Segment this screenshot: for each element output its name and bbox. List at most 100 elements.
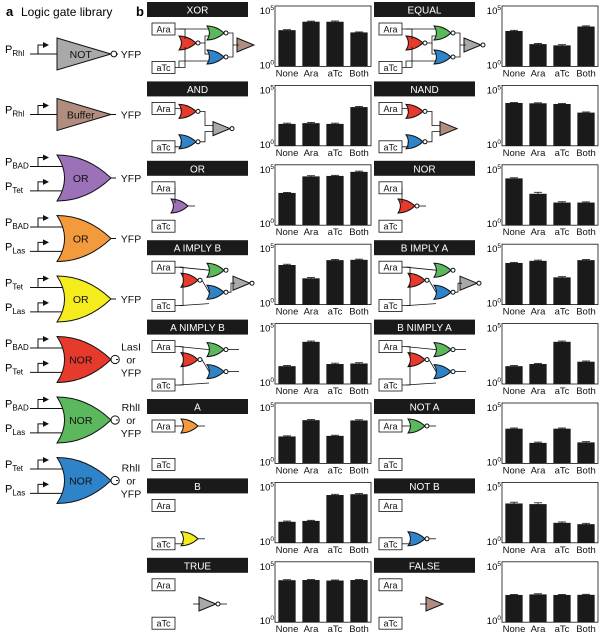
bar-none (278, 123, 296, 146)
circuit-gate-red-body (397, 198, 416, 214)
panel-title: NOT A (410, 403, 440, 414)
y-tick-bottom-exponent: 0 (497, 615, 501, 622)
y-tick-top-base: 10 (260, 482, 271, 493)
bar-none (505, 594, 523, 623)
promoter-label: PBAD (5, 217, 29, 231)
circuit-gate-output-body (232, 275, 252, 291)
y-tick-top-base: 10 (487, 165, 498, 176)
library-gate-shape-body (56, 97, 113, 132)
input-label-atc: aTc (156, 381, 171, 391)
bar-ara (529, 193, 547, 226)
x-tick-both: Both (349, 465, 369, 476)
circuit-wire (200, 35, 209, 44)
y-tick-top-exponent: 5 (270, 402, 274, 409)
circuit-wire (427, 131, 442, 143)
circuit-gate-red-bubble (424, 357, 430, 363)
input-label-ara: Ara (156, 183, 170, 193)
bar-ara (529, 442, 547, 464)
bar-none (278, 521, 296, 543)
promoter-arrow (37, 336, 49, 348)
circuit-gate-blue-body (206, 49, 225, 65)
library-gate-shape-body (56, 214, 112, 263)
x-tick-atc: aTc (328, 148, 343, 159)
circuit-gate-green-bubble (450, 267, 456, 273)
panel-title: AND (187, 85, 208, 96)
circuit-gate-gray-body (198, 596, 218, 612)
panel-a-title: Logic gate library (21, 5, 112, 19)
x-tick-none: None (276, 545, 299, 556)
input-label-ara: Ara (383, 422, 397, 432)
circuit-gate-green-body (433, 25, 452, 41)
y-tick-top: 105 (260, 402, 275, 414)
y-tick-top-exponent: 5 (497, 561, 501, 568)
y-tick-bottom-exponent: 0 (497, 456, 501, 463)
circuit-gate-blue (433, 284, 456, 300)
circuit-gate-output-bubble (480, 42, 486, 48)
circuit-gate-red-bubble (424, 277, 430, 283)
circuit-wire (455, 45, 461, 58)
bar-both (350, 494, 368, 543)
promoter-label: PLas (5, 241, 25, 255)
circuit-gate-blue-body (206, 364, 225, 380)
circuit-wire (178, 266, 210, 271)
y-tick-top: 105 (487, 323, 502, 335)
circuit-gate-output-body (459, 275, 479, 291)
input-label-atc: aTc (156, 222, 171, 232)
bar-ara (529, 504, 547, 543)
bar-atc (553, 428, 571, 464)
x-tick-atc: aTc (328, 386, 343, 397)
x-tick-both: Both (576, 545, 596, 556)
bar-both (350, 32, 368, 67)
promoter-label: PLas (5, 483, 25, 497)
promoter-subscript: Tet (12, 464, 23, 473)
x-tick-both: Both (576, 386, 596, 397)
x-tick-ara: Ara (531, 148, 547, 159)
circuit-wire (175, 47, 186, 68)
y-tick-top-base: 10 (260, 85, 271, 96)
y-tick-top-base: 10 (260, 165, 271, 176)
circuit-wire (405, 60, 436, 68)
input-label-ara: Ara (383, 263, 397, 273)
promoter-subscript: Tet (12, 367, 23, 376)
circuit-wire (402, 108, 409, 112)
y-tick-bottom-base: 10 (260, 299, 271, 310)
output-label: or (126, 415, 136, 427)
input-label-atc: aTc (383, 539, 398, 549)
bar-both (577, 361, 595, 384)
y-tick-top-base: 10 (487, 85, 498, 96)
bar-none (505, 178, 523, 226)
panel-title: A NIMPLY B (170, 323, 225, 334)
y-tick-bottom-base: 10 (260, 457, 271, 468)
x-tick-none: None (276, 68, 299, 79)
circuit-gate-green-body (433, 262, 452, 278)
circuit-gate-red (397, 198, 420, 214)
y-tick-bottom-exponent: 0 (270, 139, 274, 146)
panel-title-banner (374, 319, 475, 335)
circuit-wire (228, 282, 235, 293)
x-tick-both: Both (349, 68, 369, 79)
panel-title: OR (190, 164, 205, 175)
circuit-gate-output-bubble (476, 280, 482, 286)
input-box-atc (151, 457, 176, 471)
circuit-wire (178, 382, 210, 386)
y-tick-bottom-exponent: 0 (270, 218, 274, 225)
promoter-p: P (5, 483, 12, 495)
y-tick-top: 105 (260, 84, 275, 96)
x-tick-ara: Ara (304, 148, 320, 159)
input-label-ara: Ara (156, 104, 170, 114)
circuit-gate-red-bubble (197, 277, 203, 283)
circuit-gate-blue (206, 49, 229, 65)
y-tick-top-base: 10 (487, 403, 498, 414)
circuit-gate-green-body (206, 342, 225, 358)
promoter-label: PTet (5, 181, 24, 195)
input-box-atc (151, 219, 176, 233)
promoter-subscript: Tet (12, 186, 23, 195)
panel-title-banner (374, 478, 475, 494)
circuit-gate-yellow (180, 531, 199, 547)
circuit-wire (175, 346, 184, 357)
